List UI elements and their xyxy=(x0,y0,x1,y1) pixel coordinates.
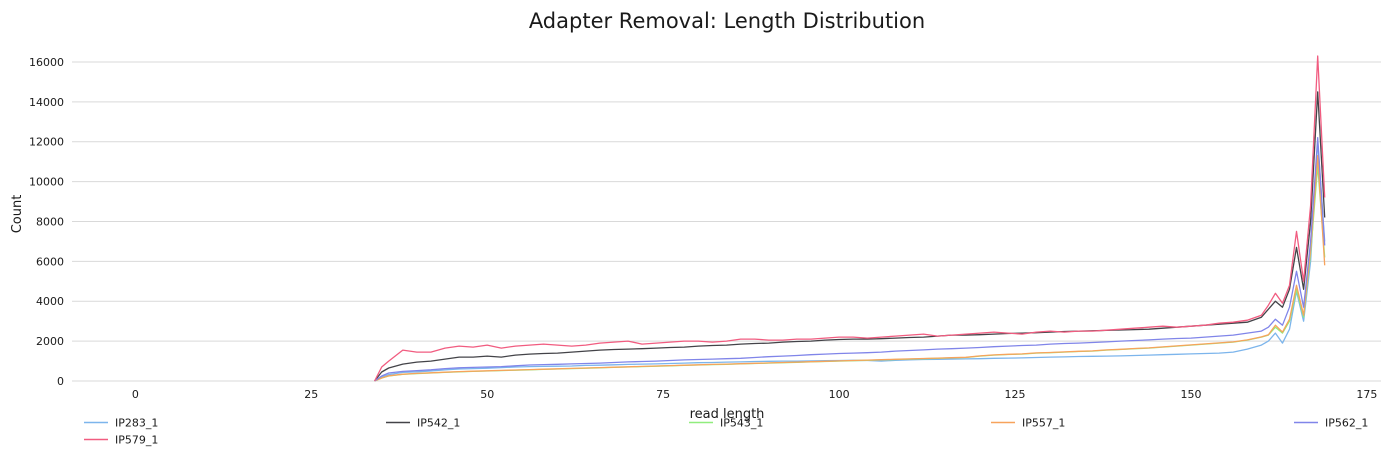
legend-label: IP543_1 xyxy=(720,417,763,430)
series-line-ip557-1[interactable] xyxy=(374,155,1326,382)
x-tick-label: 0 xyxy=(132,388,139,401)
series-line-ip562-1[interactable] xyxy=(374,137,1326,382)
legend-label: IP557_1 xyxy=(1022,417,1065,430)
x-tick-label: 150 xyxy=(1180,388,1201,401)
y-tick-label: 14000 xyxy=(29,96,64,109)
legend-label: IP579_1 xyxy=(115,434,158,447)
series-line-ip543-1[interactable] xyxy=(374,164,1326,382)
grid xyxy=(72,61,1381,382)
x-tick-label: 175 xyxy=(1356,388,1377,401)
legend-label: IP283_1 xyxy=(115,417,158,430)
legend: IP283_1 IP542_1 IP543_1 IP557_1 IP562_1 IP579… xyxy=(84,417,1368,447)
y-tick-label: 0 xyxy=(57,375,64,388)
y-axis-ticks: 0 2000 4000 6000 8000 10000 12000 14000 16000 xyxy=(29,56,64,388)
y-axis-label: Count xyxy=(10,195,25,234)
x-tick-label: 75 xyxy=(656,388,670,401)
x-tick-label: 125 xyxy=(1005,388,1026,401)
legend-item-ip579-1[interactable]: IP579_1 xyxy=(84,434,158,447)
legend-item-ip557-1[interactable]: IP557_1 xyxy=(991,417,1065,430)
legend-item-ip542-1[interactable]: IP542_1 xyxy=(386,417,460,430)
y-tick-label: 12000 xyxy=(29,136,64,149)
legend-label: IP542_1 xyxy=(417,417,460,430)
series-line-ip542-1[interactable] xyxy=(374,91,1326,382)
x-axis-ticks: 0 25 50 75 100 125 150 175 xyxy=(132,388,1378,401)
y-tick-label: 8000 xyxy=(36,215,64,228)
chart-title: Adapter Removal: Length Distribution xyxy=(529,9,925,33)
x-tick-label: 100 xyxy=(829,388,850,401)
y-tick-label: 10000 xyxy=(29,176,64,189)
legend-label: IP562_1 xyxy=(1325,417,1368,430)
x-tick-label: 25 xyxy=(304,388,318,401)
y-tick-label: 6000 xyxy=(36,255,64,268)
legend-item-ip543-1[interactable]: IP543_1 xyxy=(689,417,763,430)
y-tick-label: 4000 xyxy=(36,295,64,308)
y-tick-label: 2000 xyxy=(36,335,64,348)
legend-item-ip562-1[interactable]: IP562_1 xyxy=(1294,417,1368,430)
series-line-ip579-1[interactable] xyxy=(374,55,1326,382)
x-axis-label: read length xyxy=(690,407,765,422)
legend-item-ip283-1[interactable]: IP283_1 xyxy=(84,417,158,430)
x-tick-label: 50 xyxy=(480,388,494,401)
y-tick-label: 16000 xyxy=(29,56,64,69)
series-lines xyxy=(374,55,1326,382)
series-line-ip283-1[interactable] xyxy=(374,141,1326,382)
